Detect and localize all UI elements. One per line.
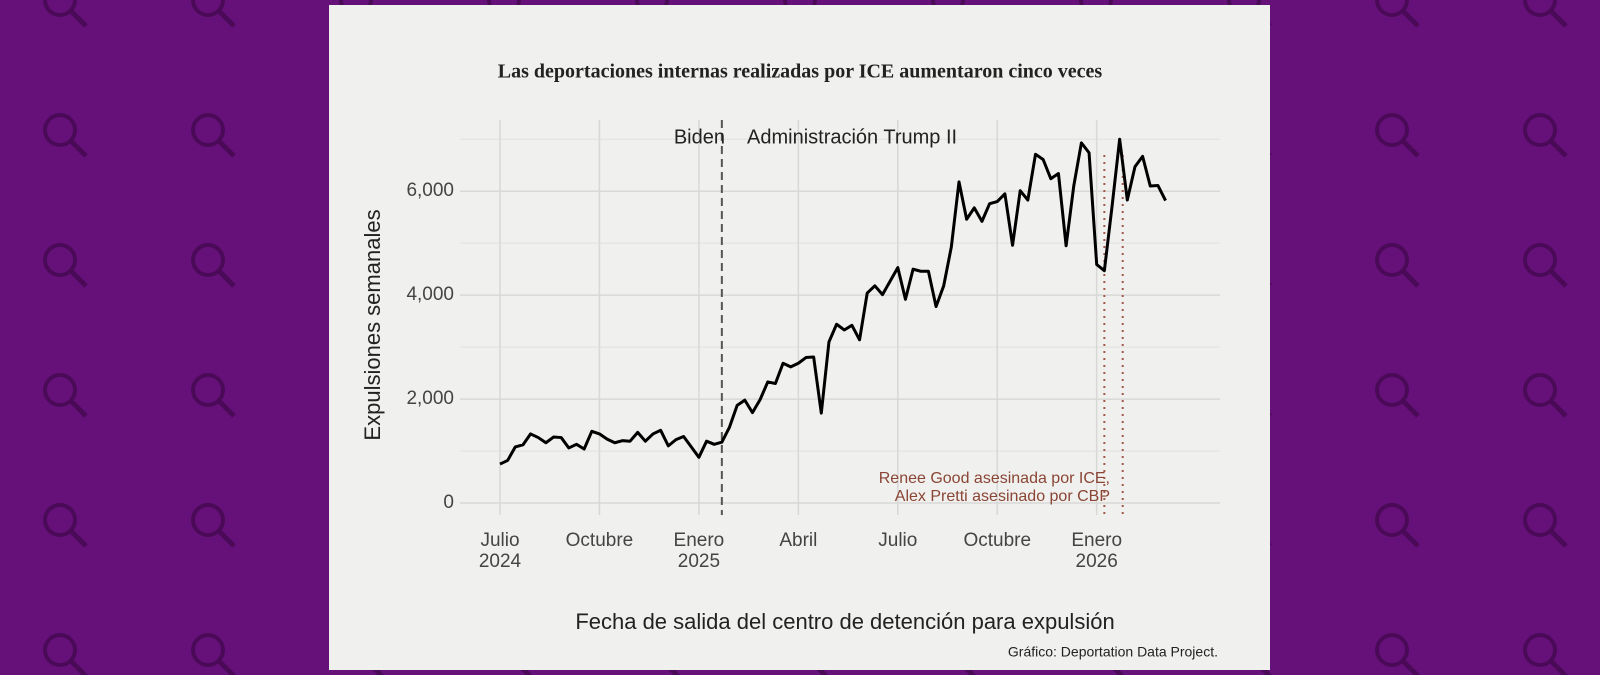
y-tick-label: 2,000 [406, 388, 454, 409]
y-axis-title: Expulsiones semanales [360, 209, 385, 440]
x-axis-title: Fecha de salida del centro de detención … [575, 609, 1114, 634]
line-series [499, 137, 1167, 466]
y-tick-label: 0 [443, 492, 454, 513]
x-tick-label: Octubre [963, 530, 1031, 551]
x-tick-label: Enero 2025 [674, 530, 725, 572]
y-tick-label: 6,000 [406, 180, 454, 201]
chart-title: Las deportaciones internas realizadas po… [498, 61, 1103, 83]
annotation: Biden [674, 126, 725, 148]
annotation: Renee Good asesinada por ICE, [879, 470, 1110, 487]
annotation: Alex Pretti asesinado por CBP [895, 488, 1110, 505]
x-tick-label: Enero 2026 [1071, 530, 1122, 572]
plot: 0 2,000 4,000 6,000 Julio 2024 Octubre Enero 202… [406, 120, 1220, 572]
x-tick-label: Julio 2024 [479, 530, 522, 572]
chart-panel [329, 5, 1270, 670]
x-tick-label: Julio [878, 530, 917, 551]
annotation: Administración Trump II [747, 126, 957, 148]
x-tick-label: Octubre [566, 530, 634, 551]
x-tick-label: Abril [779, 530, 817, 551]
caption: Gráfico: Deportation Data Project. [1008, 644, 1218, 660]
y-tick-label: 4,000 [406, 284, 454, 305]
